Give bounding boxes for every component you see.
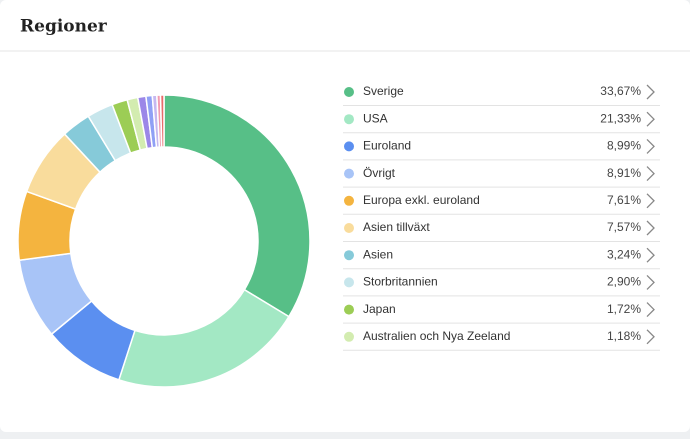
- legend-label: Asien: [363, 247, 393, 261]
- legend-swatch: [344, 141, 354, 152]
- legend-value: 8,99%: [607, 139, 641, 153]
- legend-swatch: [344, 277, 354, 288]
- legend-value: 1,72%: [607, 302, 641, 316]
- chevron[interactable]: [646, 84, 655, 100]
- legend-value: 1,18%: [607, 329, 641, 343]
- legend-value: 7,57%: [607, 220, 641, 234]
- chevron[interactable]: [646, 111, 655, 127]
- legend-swatch: [344, 331, 354, 342]
- legend-label: Australien och Nya Zeeland: [363, 329, 510, 343]
- legend-swatch: [344, 168, 354, 179]
- chevron[interactable]: [646, 220, 655, 236]
- legend-value: 33,67%: [600, 84, 641, 98]
- chevron[interactable]: [646, 274, 655, 290]
- donut-slice: [163, 94, 311, 318]
- legend-label: Storbritannien: [363, 275, 438, 289]
- legend-value: 8,91%: [607, 166, 641, 180]
- legend-label: USA: [363, 111, 388, 125]
- chevron[interactable]: [646, 247, 655, 263]
- legend-label: Asien tillväxt: [363, 220, 430, 234]
- chevron[interactable]: [646, 302, 655, 318]
- chevron[interactable]: [646, 166, 655, 182]
- legend-swatch: [344, 114, 354, 125]
- legend-value: 3,24%: [607, 247, 641, 261]
- legend-swatch: [344, 195, 354, 206]
- chevron[interactable]: [646, 193, 655, 209]
- chart-title: Regioner: [20, 17, 108, 37]
- legend-swatch: [344, 250, 354, 261]
- legend-swatch: [344, 87, 354, 97]
- legend-value: 2,90%: [607, 275, 641, 289]
- legend-label: Sverige: [363, 84, 404, 98]
- legend-swatch: [344, 304, 354, 315]
- legend-label: Europa exkl. euroland: [363, 193, 480, 207]
- chevron[interactable]: [646, 138, 655, 154]
- legend-value: 21,33%: [600, 111, 641, 125]
- legend-label: Japan: [363, 302, 396, 316]
- legend-value: 7,61%: [607, 193, 641, 207]
- legend-swatch: [344, 223, 354, 233]
- chevron[interactable]: [646, 329, 655, 345]
- legend-label: Euroland: [363, 139, 411, 153]
- legend-label: Övrigt: [363, 166, 396, 180]
- donut-slice: [159, 94, 165, 148]
